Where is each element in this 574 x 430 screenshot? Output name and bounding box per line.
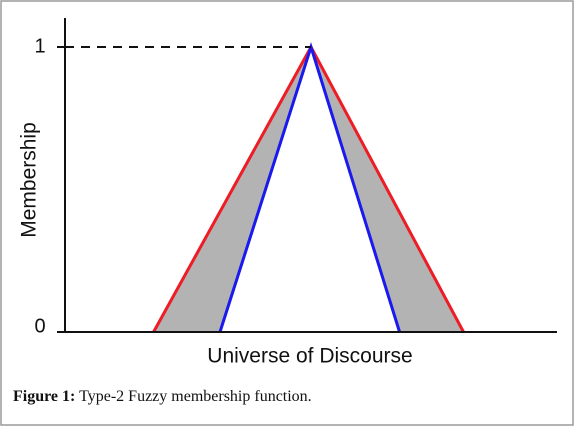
y-tick-label: 1 <box>34 35 45 57</box>
caption-label: Figure 1: <box>13 388 75 405</box>
series-area <box>219 47 400 332</box>
plot: 01 <box>34 18 557 337</box>
caption-text: Type-2 Fuzzy membership function. <box>79 388 312 405</box>
x-axis-title: Universe of Discourse <box>207 345 412 368</box>
y-tick-label: 0 <box>34 315 45 337</box>
caption: Figure 1: Type-2 Fuzzy membership functi… <box>13 388 312 405</box>
y-axis-title: Membership <box>18 122 41 238</box>
